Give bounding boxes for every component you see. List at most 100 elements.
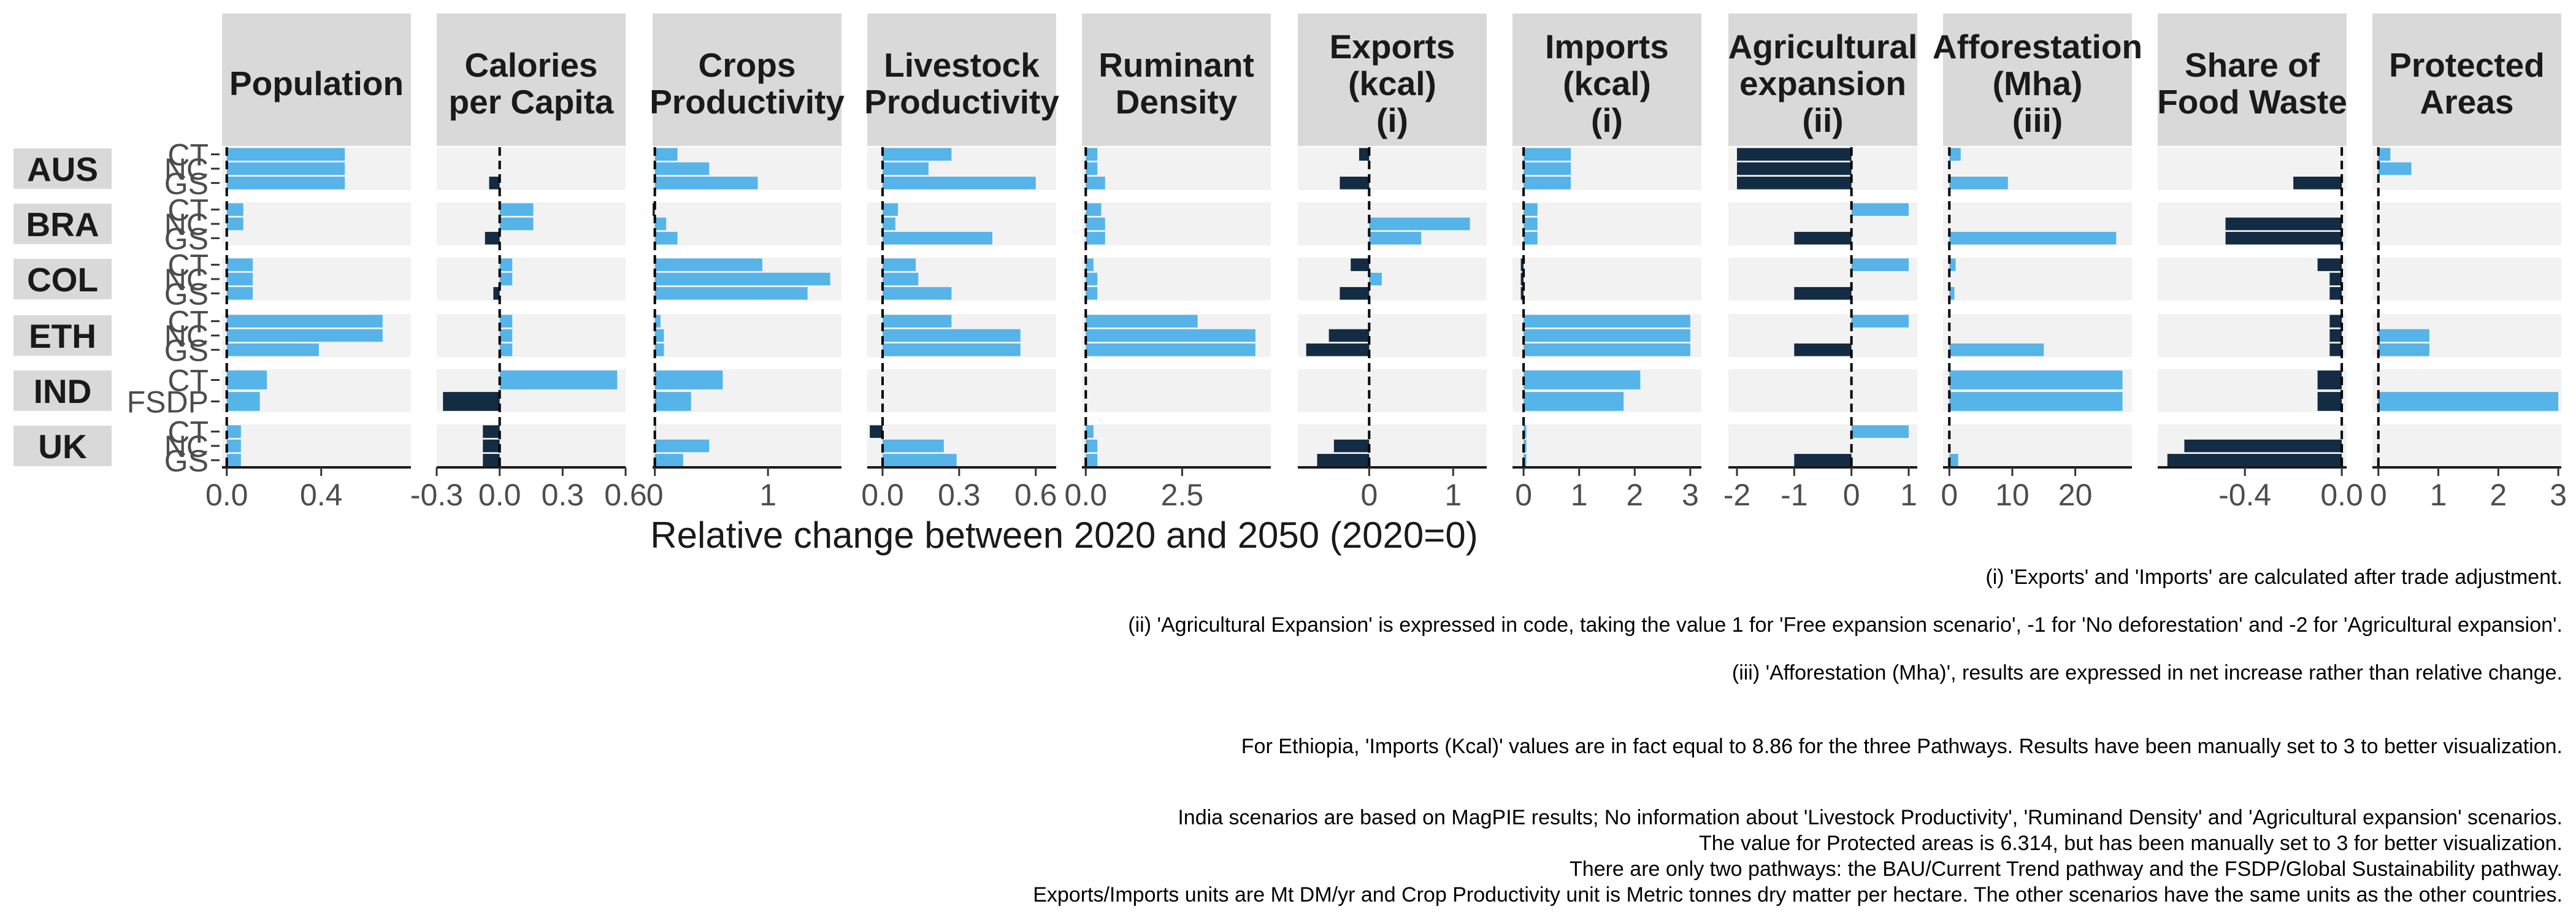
bar-livestock-productivity-bra-ct: [882, 203, 898, 216]
facet-strip-crops-productivity: [653, 13, 841, 146]
bar-share-of-food-waste-bra-gs: [2225, 232, 2342, 245]
bar-share-of-food-waste-col-nc: [2329, 272, 2342, 286]
bar-ruminant-density-bra-ct: [1086, 203, 1102, 216]
bar-ruminant-density-uk-ct: [1086, 425, 1094, 438]
country-label-col: COL: [27, 261, 98, 299]
bar-livestock-productivity-uk-gs: [882, 454, 957, 467]
bar-exports-kcal-i-uk-gs: [1317, 454, 1370, 467]
panel-bg-col: [437, 258, 626, 301]
panel-bg-aus: [1082, 147, 1271, 190]
bar-ruminant-density-aus-gs: [1086, 177, 1105, 190]
bar-calories-per-capita-ind-fsdp: [443, 392, 500, 411]
bar-crops-productivity-eth-gs: [654, 343, 664, 356]
bar-imports-kcal-i-aus-nc: [1524, 162, 1571, 175]
note-india-magpie: India scenarios are based on MagPIE resu…: [1178, 806, 2563, 829]
bar-population-bra-nc: [226, 217, 243, 231]
bar-share-of-food-waste-ind-ct: [2317, 370, 2342, 389]
x-tick-label-share-of-food-waste: -0.4: [2218, 478, 2271, 512]
bar-protected-areas-eth-gs: [2378, 343, 2429, 356]
bar-livestock-productivity-uk-ct: [870, 425, 883, 438]
bar-population-col-nc: [226, 272, 253, 286]
bar-ruminant-density-uk-nc: [1086, 439, 1098, 453]
bar-ruminant-density-eth-nc: [1086, 329, 1255, 342]
facet-title-imports-kcal-i: (kcal): [1563, 64, 1651, 102]
bar-share-of-food-waste-ind-fsdp: [2317, 392, 2342, 411]
bar-afforestation-mha-iii-ind-ct: [1949, 370, 2123, 389]
bar-calories-per-capita-bra-ct: [499, 203, 534, 216]
bar-crops-productivity-bra-gs: [654, 232, 678, 245]
facet-strip-livestock-productivity: [867, 13, 1056, 146]
x-tick-label-afforestation-mha-iii: 20: [2058, 478, 2093, 512]
panel-bg-bra: [653, 202, 841, 245]
bar-exports-kcal-i-col-ct: [1351, 258, 1370, 271]
bar-exports-kcal-i-aus-gs: [1340, 177, 1370, 190]
facet-strip-agricultural-expansion-ii: [1728, 13, 1917, 146]
x-tick-label-calories-per-capita: 0.3: [542, 478, 585, 512]
facet-strip-protected-areas: [2372, 13, 2561, 146]
bar-agricultural-expansion-ii-bra-gs: [1794, 232, 1852, 245]
bar-afforestation-mha-iii-ind-fsdp: [1949, 392, 2123, 411]
country-label-aus: AUS: [27, 150, 98, 188]
panel-bg-col: [1943, 258, 2132, 301]
bar-crops-productivity-eth-ct: [654, 315, 661, 328]
panel-bg-bra: [2372, 202, 2561, 245]
panel-bg-col: [1298, 258, 1487, 301]
facet-title-agricultural-expansion-ii: expansion: [1739, 64, 1906, 102]
country-strip-uk: [13, 426, 112, 466]
bar-livestock-productivity-bra-nc: [882, 217, 895, 231]
facet-title-population: Population: [229, 64, 404, 102]
facet-title-protected-areas: Protected: [2389, 46, 2545, 84]
facet-title-share-of-food-waste: Share of: [2185, 46, 2320, 84]
x-tick-label-crops-productivity: 1: [759, 478, 776, 512]
panel-bg-ind: [2158, 369, 2347, 412]
panel-bg-uk: [2372, 424, 2561, 467]
bar-livestock-productivity-eth-gs: [882, 343, 1021, 356]
bar-protected-areas-ind-fsdp: [2378, 392, 2559, 411]
bar-afforestation-mha-iii-eth-gs: [1949, 343, 2044, 356]
x-axis-title: Relative change between 2020 and 2050 (2…: [650, 515, 1478, 556]
panel-bg-ind: [1082, 369, 1271, 412]
bar-crops-productivity-col-ct: [654, 258, 762, 271]
bar-agricultural-expansion-ii-uk-ct: [1851, 425, 1909, 438]
facet-title-agricultural-expansion-ii: Agricultural: [1728, 28, 1918, 66]
bar-population-eth-gs: [226, 343, 319, 356]
x-tick-label-agricultural-expansion-ii: 0: [1843, 478, 1860, 512]
country-strip-eth: [13, 315, 112, 356]
bar-agricultural-expansion-ii-eth-ct: [1851, 315, 1909, 328]
bar-livestock-productivity-eth-nc: [882, 329, 1021, 342]
facet-title-afforestation-mha-iii: (Mha): [1993, 64, 2083, 102]
bar-share-of-food-waste-col-ct: [2317, 258, 2342, 271]
bar-livestock-productivity-col-gs: [882, 287, 952, 300]
bar-imports-kcal-i-aus-gs: [1524, 177, 1571, 190]
x-tick-label-share-of-food-waste: 0.0: [2320, 478, 2363, 512]
bar-exports-kcal-i-col-gs: [1340, 287, 1370, 300]
panel-bg-uk: [1082, 424, 1271, 467]
bar-imports-kcal-i-col-gs: [1520, 287, 1524, 300]
bar-crops-productivity-col-gs: [654, 287, 808, 300]
bar-calories-per-capita-aus-gs: [489, 177, 500, 190]
facet-title-exports-kcal-i: Exports: [1330, 28, 1455, 66]
bar-ruminant-density-col-ct: [1086, 258, 1094, 271]
x-tick-label-exports-kcal-i: 0: [1360, 478, 1378, 512]
bar-livestock-productivity-col-nc: [882, 272, 919, 286]
bar-crops-productivity-aus-ct: [654, 148, 678, 161]
bar-ruminant-density-eth-ct: [1086, 315, 1198, 328]
bar-calories-per-capita-col-nc: [499, 272, 513, 286]
bar-calories-per-capita-bra-nc: [499, 217, 534, 231]
bar-livestock-productivity-bra-gs: [882, 232, 992, 245]
bar-afforestation-mha-iii-col-ct: [1949, 258, 1956, 271]
country-label-uk: UK: [38, 427, 87, 466]
panel-bg-eth: [2158, 314, 2347, 357]
country-strip-aus: [13, 148, 112, 189]
row-label-aus-gs: GS: [164, 166, 209, 201]
bar-population-bra-ct: [226, 203, 243, 216]
facet-title-ruminant-density: Ruminant: [1098, 46, 1254, 84]
bar-protected-areas-aus-nc: [2378, 162, 2412, 175]
panel-bg-ind: [1298, 369, 1487, 412]
bar-share-of-food-waste-uk-nc: [2184, 439, 2342, 453]
bar-ruminant-density-col-nc: [1086, 272, 1098, 286]
bar-calories-per-capita-uk-nc: [483, 439, 500, 453]
x-tick-label-afforestation-mha-iii: 10: [1995, 478, 2030, 512]
facet-title-share-of-food-waste: Food Waste: [2157, 83, 2347, 121]
